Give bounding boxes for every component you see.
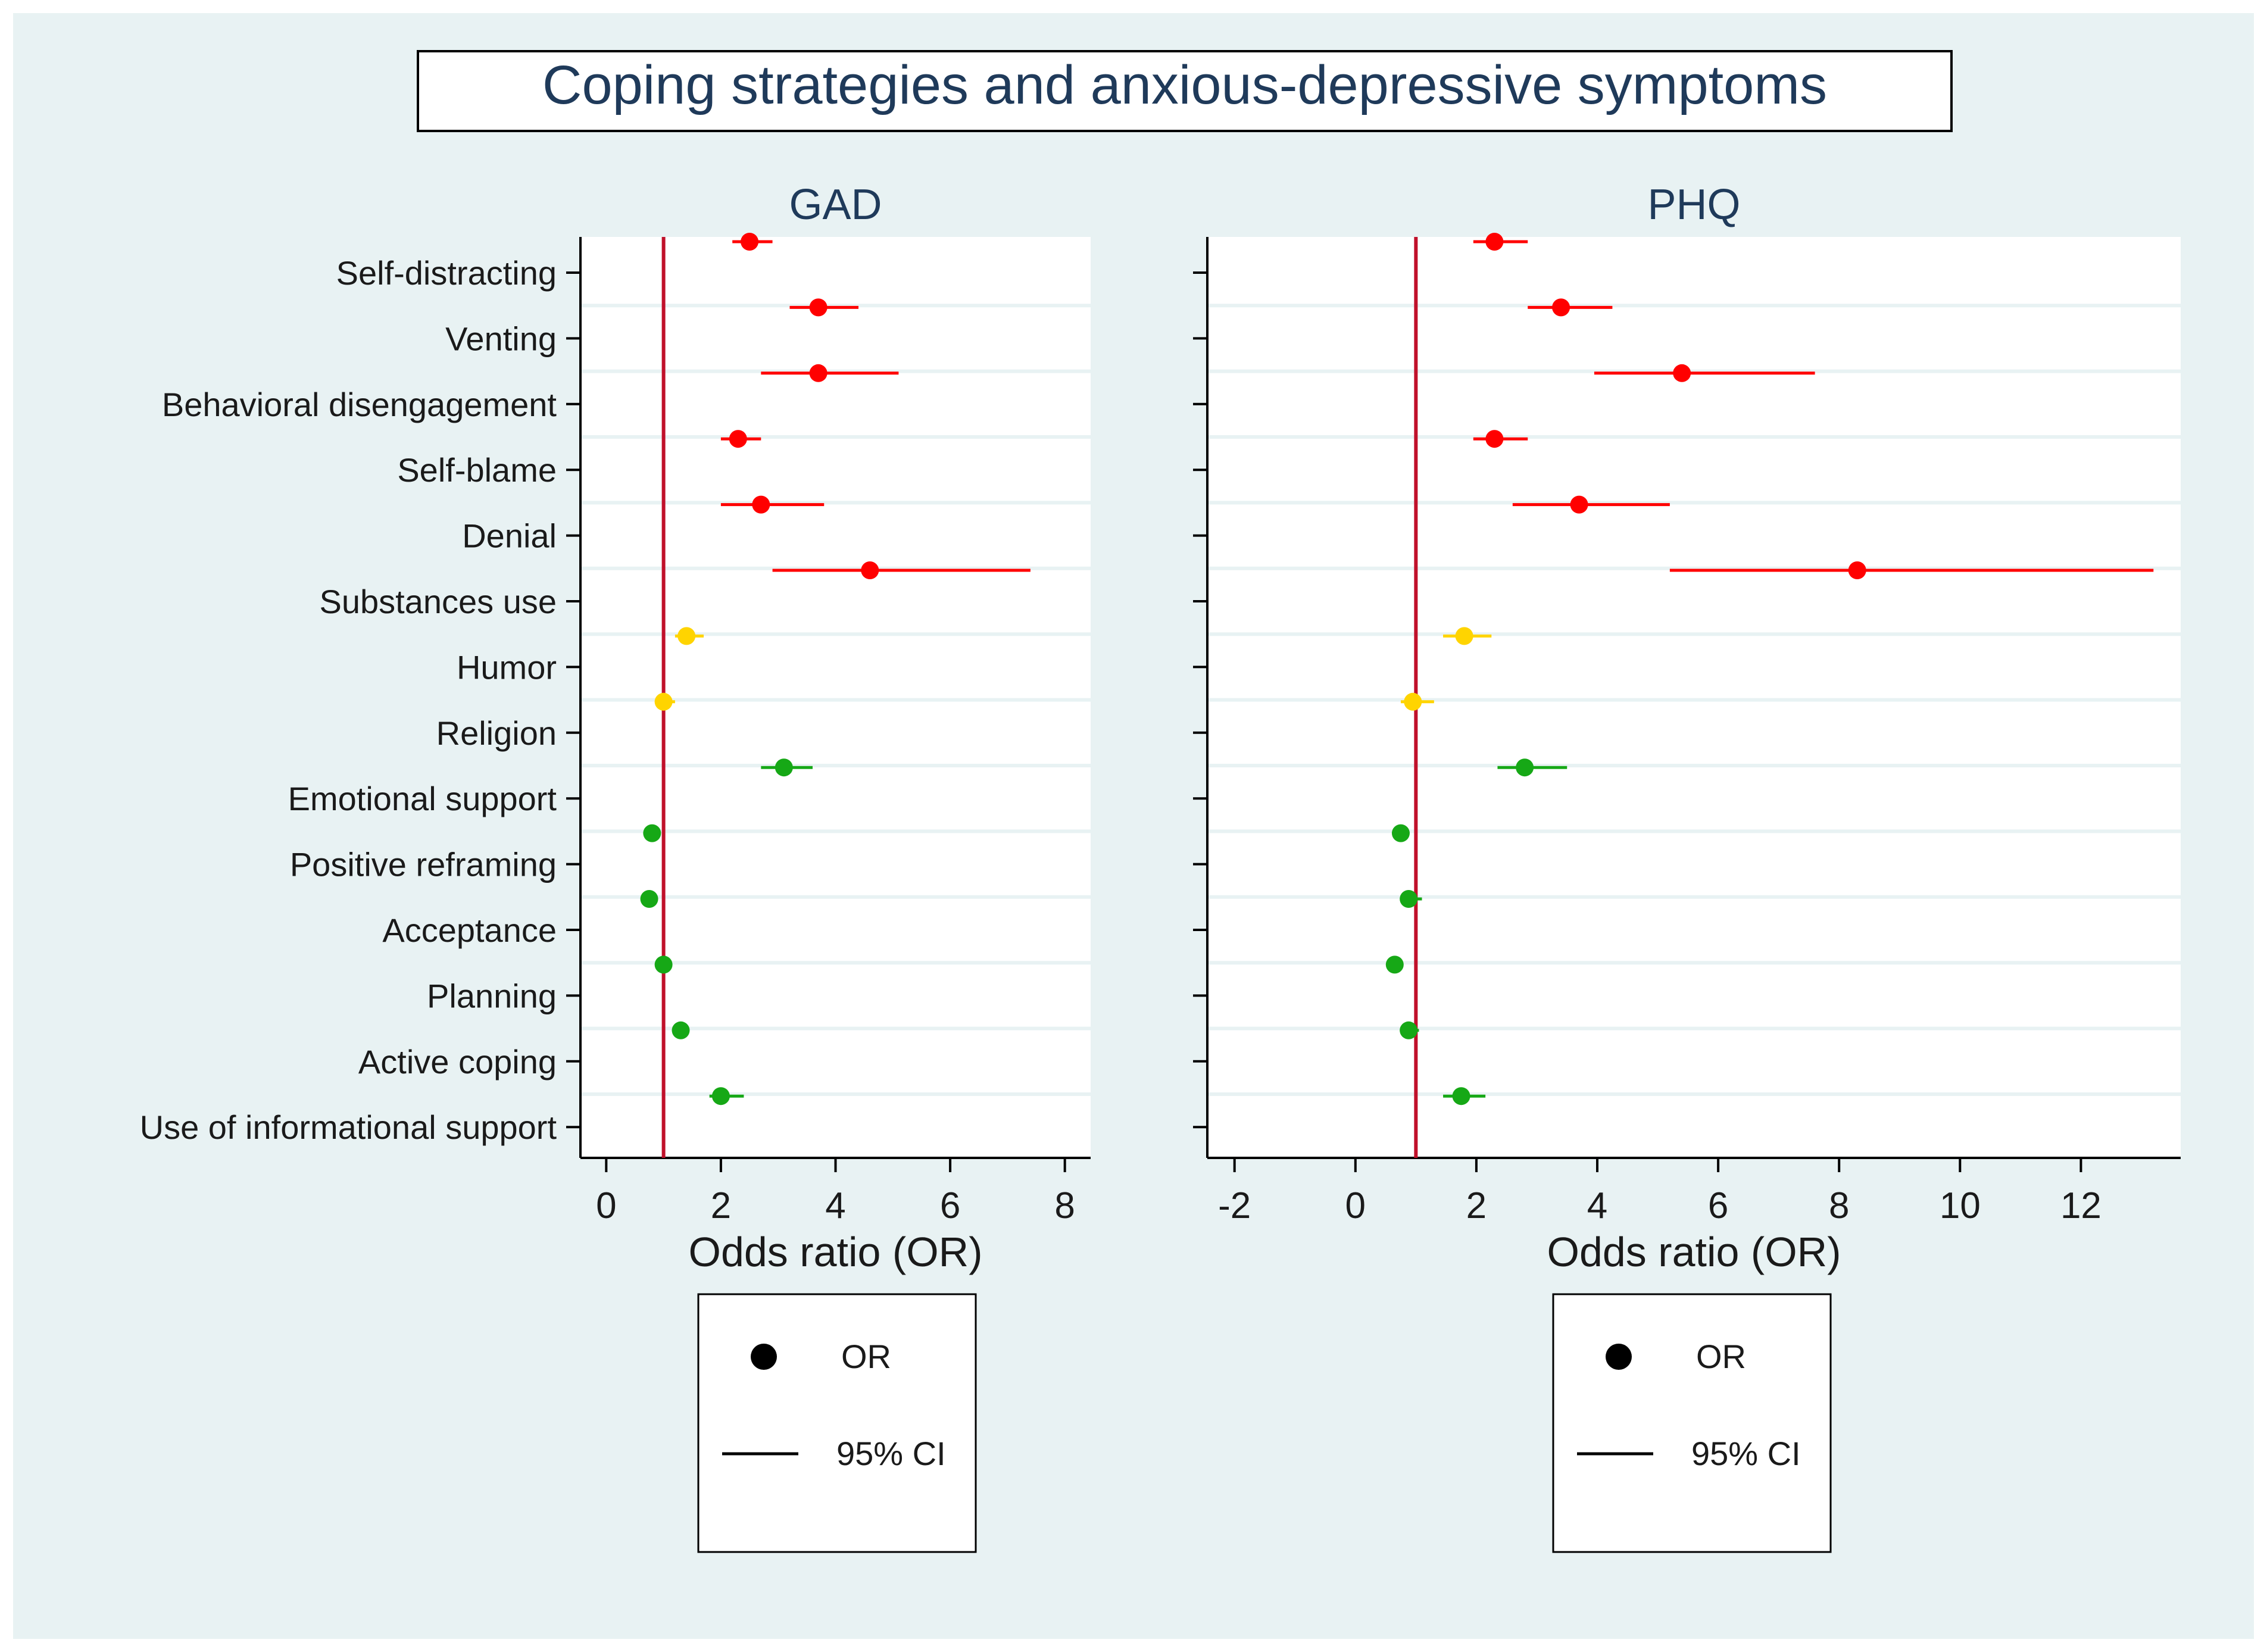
phq-or-marker bbox=[1400, 890, 1418, 908]
phq-or-marker bbox=[1485, 430, 1504, 448]
gad-x-tick-label: 0 bbox=[596, 1185, 616, 1226]
phq-or-marker bbox=[1385, 955, 1404, 974]
phq-x-tick-label: 8 bbox=[1829, 1185, 1849, 1226]
phq-x-tick-label: 4 bbox=[1587, 1185, 1607, 1226]
phq-legend-marker-label: OR bbox=[1696, 1338, 1746, 1375]
phq-legend-box bbox=[1552, 1293, 1832, 1553]
phq-x-tick-label: -2 bbox=[1218, 1185, 1251, 1226]
phq-x-axis-label: Odds ratio (OR) bbox=[1547, 1229, 1841, 1275]
phq-legend-line-label: 95% CI bbox=[1691, 1435, 1801, 1472]
gad-or-marker bbox=[809, 298, 828, 317]
phq-or-marker bbox=[1452, 1087, 1470, 1106]
gad-panel-title: GAD bbox=[789, 181, 882, 229]
gad-or-marker bbox=[752, 495, 770, 514]
gad-or-marker bbox=[654, 955, 673, 974]
phq-or-marker bbox=[1485, 233, 1504, 251]
gad-x-tick-label: 2 bbox=[711, 1185, 731, 1226]
gad-category-label: Active coping bbox=[358, 1043, 557, 1080]
phq-x-tick-label: 10 bbox=[1940, 1185, 1981, 1226]
phq-x-tick-label: 6 bbox=[1708, 1185, 1728, 1226]
gad-legend-line-label: 95% CI bbox=[836, 1435, 946, 1472]
gad-x-axis-label: Odds ratio (OR) bbox=[689, 1229, 983, 1275]
figure-title: Coping strategies and anxious-depressive… bbox=[542, 55, 1827, 115]
gad-category-label: Positive reframing bbox=[290, 846, 557, 883]
gad-x-tick-label: 8 bbox=[1054, 1185, 1075, 1226]
phq-or-marker bbox=[1516, 758, 1534, 777]
gad-category-label: Humor bbox=[457, 648, 557, 686]
gad-category-label: Denial bbox=[462, 517, 557, 555]
phq-or-marker bbox=[1570, 495, 1588, 514]
phq-x-tick-label: 12 bbox=[2060, 1185, 2101, 1226]
title-box bbox=[417, 50, 1953, 132]
phq-or-marker bbox=[1673, 364, 1691, 382]
phq-or-marker bbox=[1391, 824, 1410, 842]
gad-category-label: Acceptance bbox=[382, 911, 557, 949]
gad-or-marker bbox=[775, 758, 793, 777]
phq-or-marker bbox=[1400, 1021, 1418, 1039]
gad-legend-marker bbox=[751, 1344, 777, 1370]
gad-category-label: Self-distracting bbox=[336, 254, 557, 292]
gad-or-marker bbox=[672, 1021, 690, 1039]
phq-or-marker bbox=[1404, 692, 1422, 711]
gad-panel: GAD Self-distracting Venting Behavioral dis… bbox=[140, 181, 1091, 1553]
gad-category-label: Venting bbox=[445, 320, 557, 357]
gad-category-label: Substances use bbox=[320, 583, 557, 620]
gad-or-marker bbox=[677, 627, 696, 645]
gad-x-tick-label: 6 bbox=[940, 1185, 960, 1226]
gad-category-label: Planning bbox=[427, 977, 557, 1014]
gad-legend-box bbox=[697, 1293, 977, 1553]
phq-or-marker bbox=[1848, 561, 1866, 579]
phq-panel-title: PHQ bbox=[1647, 181, 1740, 229]
phq-x-tick-label: 0 bbox=[1345, 1185, 1366, 1226]
gad-or-marker bbox=[809, 364, 828, 382]
gad-x-tick-label: 4 bbox=[825, 1185, 845, 1226]
phq-or-marker bbox=[1455, 627, 1473, 645]
gad-or-marker bbox=[640, 890, 658, 908]
phq-panel: PHQ -2 0 2 4 6 8 10 12 Odds ratio (OR) OR 95% CI bbox=[1193, 181, 2181, 1553]
gad-or-marker bbox=[643, 824, 661, 842]
phq-legend-marker bbox=[1606, 1344, 1632, 1370]
gad-or-marker bbox=[711, 1087, 730, 1106]
phq-x-tick-label: 2 bbox=[1466, 1185, 1487, 1226]
gad-legend-marker-label: OR bbox=[841, 1338, 891, 1375]
gad-or-marker bbox=[741, 233, 759, 251]
gad-or-marker bbox=[729, 430, 747, 448]
gad-category-label: Self-blame bbox=[397, 451, 557, 489]
gad-category-label: Use of informational support bbox=[140, 1108, 557, 1146]
phq-or-marker bbox=[1552, 298, 1570, 317]
gad-category-label: Religion bbox=[436, 714, 557, 752]
gad-category-label: Behavioral disengagement bbox=[162, 386, 557, 423]
phq-plot-area bbox=[1207, 237, 2181, 1158]
gad-or-marker bbox=[861, 561, 879, 579]
gad-category-label: Emotional support bbox=[288, 780, 557, 817]
gad-or-marker bbox=[654, 692, 673, 711]
